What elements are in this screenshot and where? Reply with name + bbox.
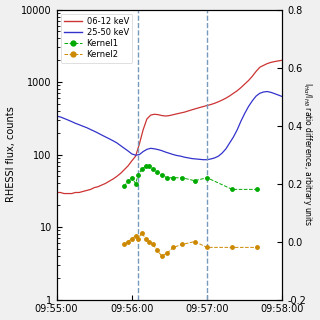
Y-axis label: I$_{H\alpha}$/I$_{H\delta}$ ratio difference, arbitrary units: I$_{H\alpha}$/I$_{H\delta}$ ratio differ…: [301, 82, 315, 227]
Legend: 06-12 keV, 25-50 keV, Kernel1, Kernel2: 06-12 keV, 25-50 keV, Kernel1, Kernel2: [61, 14, 132, 63]
Y-axis label: RHESSI flux, counts: RHESSI flux, counts: [5, 107, 16, 203]
